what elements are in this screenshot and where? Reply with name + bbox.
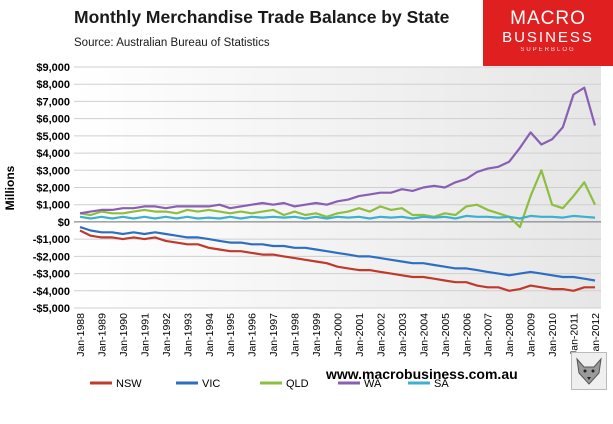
x-tick-label: Jan-2007	[483, 313, 495, 357]
x-tick-label: Jan-1988	[75, 313, 87, 357]
logo-line-2: BUSINESS	[502, 29, 594, 46]
x-tick-label: Jan-1999	[311, 313, 323, 357]
fox-logo-icon	[571, 352, 607, 390]
chart-source: Source: Australian Bureau of Statistics	[74, 37, 270, 49]
y-tick-label: $1,000	[36, 200, 70, 212]
y-tick-label: $5,000	[36, 131, 70, 143]
legend-item-vic: VIC	[176, 378, 220, 390]
y-tick-label: $2,000	[36, 183, 70, 195]
legend-item-wa: WA	[338, 378, 382, 390]
x-tick-label: Jan-2000	[333, 313, 345, 357]
legend-label: NSW	[116, 378, 142, 390]
x-tick-label: Jan-2004	[418, 313, 430, 357]
x-tick-label: Jan-1998	[290, 313, 302, 357]
y-tick-label: -$3,000	[33, 269, 70, 281]
x-tick-label: Jan-1990	[118, 313, 130, 357]
y-tick-label: -$2,000	[33, 251, 70, 263]
y-axis-label: Millions	[3, 165, 17, 210]
x-tick-label: Jan-2003	[397, 313, 409, 357]
website-url[interactable]: www.macrobusiness.com.au	[326, 366, 518, 382]
x-tick-label: Jan-2009	[526, 313, 538, 357]
y-tick-label: $7,000	[36, 96, 70, 108]
series-lines	[79, 86, 597, 292]
logo-line-1: MACRO	[510, 8, 586, 29]
x-tick-label: Jan-1995	[225, 313, 237, 357]
series-line-vic	[79, 226, 596, 282]
legend-label: SA	[434, 378, 449, 390]
y-tick-label: -$5,000	[33, 303, 70, 315]
macro-business-logo[interactable]: MACRO BUSINESS SUPERBLOG	[483, 0, 613, 66]
x-tick-label: Jan-1989	[96, 313, 108, 357]
x-tick-label: Jan-2008	[504, 313, 516, 357]
y-tick-labels: -$5,000 -$4,000 -$3,000 -$2,000 -$1,000 $0 $1,…	[33, 62, 70, 315]
x-tick-label: Jan-2011	[569, 313, 581, 356]
x-tick-label: Jan-2002	[375, 313, 387, 357]
x-tick-label: Jan-1992	[161, 313, 173, 357]
chart-title: Monthly Merchandise Trade Balance by Sta…	[74, 7, 450, 27]
legend-item-sa: SA	[408, 378, 449, 390]
x-tick-labels: Jan-1988 Jan-1989 Jan-1990 Jan-1991 Jan-1992…	[75, 313, 602, 357]
x-tick-label: Jan-1997	[268, 313, 280, 357]
legend-label: WA	[364, 378, 382, 390]
legend-label: VIC	[202, 378, 220, 390]
legend-item-nsw: NSW	[90, 378, 142, 390]
y-tick-label: -$4,000	[33, 286, 70, 298]
logo-line-3: SUPERBLOG	[520, 47, 576, 53]
y-tick-label: $3,000	[36, 165, 70, 177]
series-line-nsw	[79, 229, 595, 292]
y-tick-label: $6,000	[36, 114, 70, 126]
y-tick-label: $8,000	[36, 79, 70, 91]
x-tick-label: Jan-1993	[182, 313, 194, 357]
legend-label: QLD	[286, 378, 309, 390]
series-line-sa	[79, 214, 596, 220]
y-tick-label: $4,000	[36, 148, 70, 160]
x-tick-label: Jan-1996	[247, 313, 259, 357]
x-tick-label: Jan-2005	[440, 313, 452, 357]
series-line-wa	[79, 86, 597, 215]
y-tick-label: $9,000	[36, 62, 70, 74]
legend: NSW VIC QLD WA SA	[90, 378, 449, 390]
y-tick-label: $0	[58, 217, 70, 229]
x-tick-label: Jan-2012	[590, 313, 602, 357]
x-tick-label: Jan-2006	[461, 313, 473, 357]
x-tick-label: Jan-2010	[547, 313, 559, 357]
x-tick-label: Jan-2001	[354, 313, 366, 357]
y-tick-label: -$1,000	[33, 234, 70, 246]
legend-item-qld: QLD	[260, 378, 309, 390]
x-tick-label: Jan-1991	[139, 313, 151, 357]
x-tick-label: Jan-1994	[204, 313, 216, 357]
